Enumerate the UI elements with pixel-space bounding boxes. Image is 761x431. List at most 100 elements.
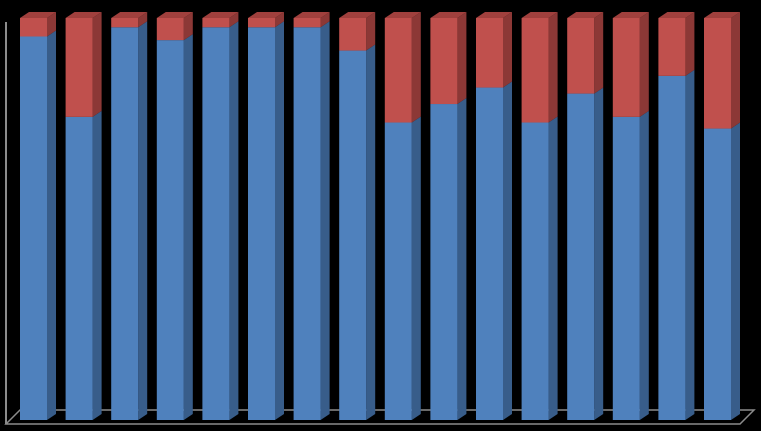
bar-13-series-2 (567, 12, 604, 94)
bar-15-series-1-side (685, 69, 695, 420)
bar-7-series-2 (293, 12, 330, 28)
bar-8-series-1 (339, 44, 376, 420)
bar-13-series-1-side (594, 87, 604, 421)
bar-3-series-2-top (111, 12, 148, 18)
bar-12-series-2-top (521, 12, 558, 18)
bar-4-series-2 (156, 12, 193, 41)
bar-2-series-2 (65, 12, 102, 117)
bar-12-series-2-side (548, 12, 558, 123)
bar-4-series-2-front (156, 18, 184, 41)
bar-5-series-2 (202, 12, 239, 28)
bar-1-series-1-front (20, 36, 47, 420)
bar-1-series-2 (20, 12, 56, 37)
bar-3-series-2-front (111, 18, 139, 28)
bar-9-series-2-top (384, 12, 421, 18)
bar-2-series-1 (65, 110, 102, 420)
bar-10-series-2-front (430, 18, 458, 105)
bar-8-series-2-top (339, 12, 376, 18)
bar-2-series-2-front (65, 18, 93, 117)
bar-7-series-2-side (320, 12, 330, 28)
bar-15-series-2 (658, 12, 695, 76)
bar-16-series-2 (704, 12, 740, 129)
bar-stack-7 (293, 12, 330, 420)
bar-13-series-2-side (594, 12, 604, 94)
bar-14-series-1 (612, 110, 649, 420)
bar-8-series-2 (339, 12, 376, 51)
bar-9-series-1-side (411, 116, 421, 421)
bar-4-series-1-front (156, 40, 184, 421)
bar-14-series-2-top (612, 12, 649, 18)
bar-6-series-1-side (275, 21, 284, 420)
bar-2-series-2-top (65, 12, 102, 18)
bar-11-series-2-side (503, 12, 512, 88)
bar-4-series-1 (156, 34, 193, 421)
bar-4-series-2-top (156, 12, 193, 18)
bar-5-series-1 (202, 21, 239, 420)
bar-3-series-1 (111, 21, 148, 420)
bar-10-series-2 (430, 12, 467, 105)
bar-2-series-1-front (65, 116, 93, 420)
bar-6-series-2-front (248, 18, 275, 28)
bar-11-series-1-side (503, 81, 512, 421)
bar-9-series-2-side (411, 12, 421, 123)
bar-14-series-2 (612, 12, 649, 117)
bar-10-series-2-side (457, 12, 467, 105)
bar-15-series-1-front (658, 75, 686, 420)
bar-16-series-1-side (731, 122, 740, 421)
bar-12-series-1-front (521, 122, 549, 421)
bar-11-series-1 (476, 81, 512, 421)
bar-7-series-2-front (293, 18, 321, 28)
bar-12-series-1-side (548, 116, 558, 421)
bar-16-series-1-front (704, 128, 731, 421)
bar-stack-2 (65, 12, 102, 420)
bar-9-series-2 (384, 12, 421, 123)
bar-8-series-2-front (339, 18, 367, 51)
bar-16-series-1 (704, 122, 740, 421)
bar-stack-5 (202, 12, 239, 420)
bar-1-series-1 (20, 30, 56, 420)
bar-6-series-2-side (275, 12, 284, 28)
floor-outline (4, 409, 756, 425)
bar-stack-13 (567, 12, 604, 421)
bar-7-series-2-top (293, 12, 330, 18)
bar-12-series-2-front (521, 18, 549, 123)
bar-7-series-1-side (320, 21, 330, 420)
bar-stack-14 (612, 12, 649, 420)
chart-bars (20, 12, 740, 421)
bar-15-series-2-top (658, 12, 695, 18)
bar-stack-11 (476, 12, 512, 421)
bar-10-series-1-front (430, 104, 458, 420)
bar-15-series-2-side (685, 12, 695, 76)
bar-8-series-1-side (366, 44, 376, 420)
bar-13-series-1 (567, 87, 604, 421)
bar-15-series-2-front (658, 18, 686, 76)
bar-7-series-1 (293, 21, 330, 420)
bar-11-series-1-front (476, 87, 503, 421)
bar-stack-10 (430, 12, 467, 420)
bar-14-series-1-front (612, 116, 640, 420)
bar-9-series-1-front (384, 122, 412, 421)
bar-stack-1 (20, 12, 56, 420)
bar-3-series-1-front (111, 27, 139, 420)
bar-stack-4 (156, 12, 193, 421)
chart-axes (4, 22, 756, 425)
bar-8-series-1-front (339, 50, 367, 420)
bar-13-series-2-front (567, 18, 595, 94)
bar-9-series-2-front (384, 18, 412, 123)
bar-10-series-1 (430, 98, 467, 420)
bar-stack-16 (704, 12, 740, 421)
bar-1-series-2-top (20, 12, 56, 18)
bar-11-series-2-front (476, 18, 503, 88)
bar-2-series-1-side (92, 110, 102, 420)
bar-3-series-2-side (138, 12, 148, 28)
bar-stack-6 (248, 12, 284, 420)
bar-5-series-1-side (229, 21, 239, 420)
bar-1-series-1-side (47, 30, 56, 420)
bar-9-series-1 (384, 116, 421, 421)
bar-14-series-2-front (612, 18, 640, 117)
bar-16-series-2-front (704, 18, 731, 129)
bar-3-series-2 (111, 12, 148, 28)
bar-5-series-2-top (202, 12, 239, 18)
bar-3-series-1-side (138, 21, 148, 420)
